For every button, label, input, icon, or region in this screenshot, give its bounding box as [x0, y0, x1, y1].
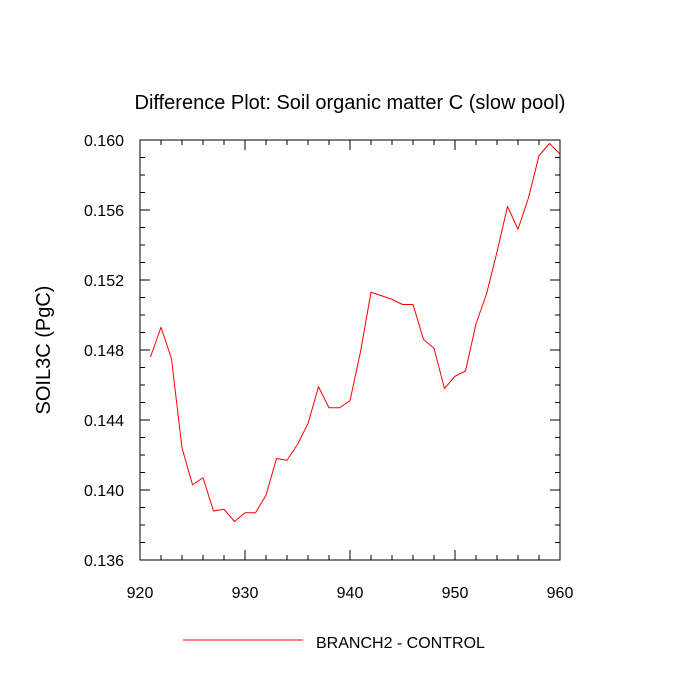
y-tick-label: 0.140 [84, 483, 124, 500]
x-tick-label: 920 [127, 585, 154, 602]
y-tick-label: 0.160 [84, 133, 124, 150]
legend: BRANCH2 - CONTROL [183, 635, 485, 652]
plot-frame [139, 139, 561, 561]
legend-label: BRANCH2 - CONTROL [316, 635, 485, 652]
y-tick-label: 0.144 [84, 413, 124, 430]
y-axis-label: SOIL3C (PgC) [33, 286, 55, 415]
x-tick-label: 960 [547, 585, 574, 602]
series-line [150, 143, 561, 522]
y-tick-label: 0.156 [84, 203, 124, 220]
x-tick-label: 950 [442, 585, 469, 602]
chart-title: Difference Plot: Soil organic matter C (… [135, 92, 566, 114]
y-tick-label: 0.136 [84, 553, 124, 570]
x-tick-label: 930 [232, 585, 259, 602]
y-tick-label: 0.152 [84, 273, 124, 290]
y-tick-label: 0.148 [84, 343, 124, 360]
x-tick-label: 940 [337, 585, 364, 602]
plot-area: 920 930 940 950 960 0.136 0.140 0.144 0.148 0.152… [84, 133, 573, 602]
